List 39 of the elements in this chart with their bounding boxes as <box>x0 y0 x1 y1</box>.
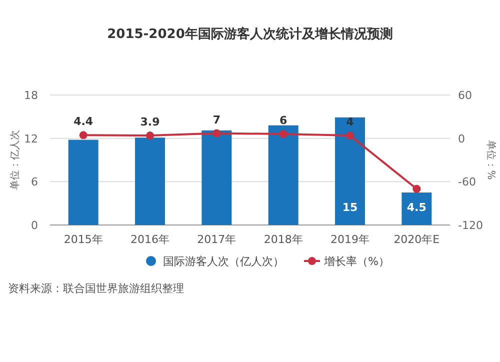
x-tick-label: 2017年 <box>197 233 236 246</box>
y-tick-label: 12 <box>24 132 38 146</box>
y-tick-label: 6 <box>31 176 38 189</box>
data-label: 15 <box>342 201 358 214</box>
bar <box>68 140 98 225</box>
data-label: 4.4 <box>74 115 94 128</box>
data-label: 3.9 <box>140 116 160 129</box>
y2-tick-label: -60 <box>458 176 476 189</box>
point <box>212 129 221 138</box>
data-label: 4 <box>346 115 354 128</box>
text: 资料来源：联合国世界旅游组织整理 <box>8 282 184 295</box>
data-label: 7 <box>212 113 220 126</box>
bar <box>202 130 232 225</box>
data-label: 4.5 <box>406 201 426 214</box>
chart-title: 2015-2020年国际游客人次统计及增长情况预测 <box>107 26 393 42</box>
point <box>346 131 354 140</box>
y2-axis-title: 单位：% <box>485 140 497 180</box>
x-tick-label: 2020年E <box>394 233 440 246</box>
legend-label: 增长率（%） <box>323 255 390 268</box>
y-axis-title: 单位：亿人次 <box>9 130 21 190</box>
y2-tick-label: -120 <box>458 219 483 232</box>
point <box>146 132 154 140</box>
point <box>79 131 88 140</box>
y2-tick-label: 60 <box>458 89 472 102</box>
point <box>412 184 421 193</box>
point <box>279 130 288 138</box>
y-tick-label: 0 <box>31 219 38 232</box>
y-tick-label: 18 <box>24 89 38 102</box>
bar <box>268 125 298 225</box>
bar <box>402 192 432 225</box>
bar <box>335 117 365 225</box>
legend-label: 国际游客人次（亿人次） <box>163 255 284 268</box>
bar <box>135 138 165 225</box>
x-tick-label: 2018年 <box>264 233 303 246</box>
x-tick-label: 2015年 <box>64 233 103 246</box>
x-tick-label: 2019年 <box>330 233 370 246</box>
x-tick-label: 2016年 <box>130 233 170 246</box>
data-label: 6 <box>280 114 288 127</box>
y2-tick-label: 0 <box>458 132 465 146</box>
